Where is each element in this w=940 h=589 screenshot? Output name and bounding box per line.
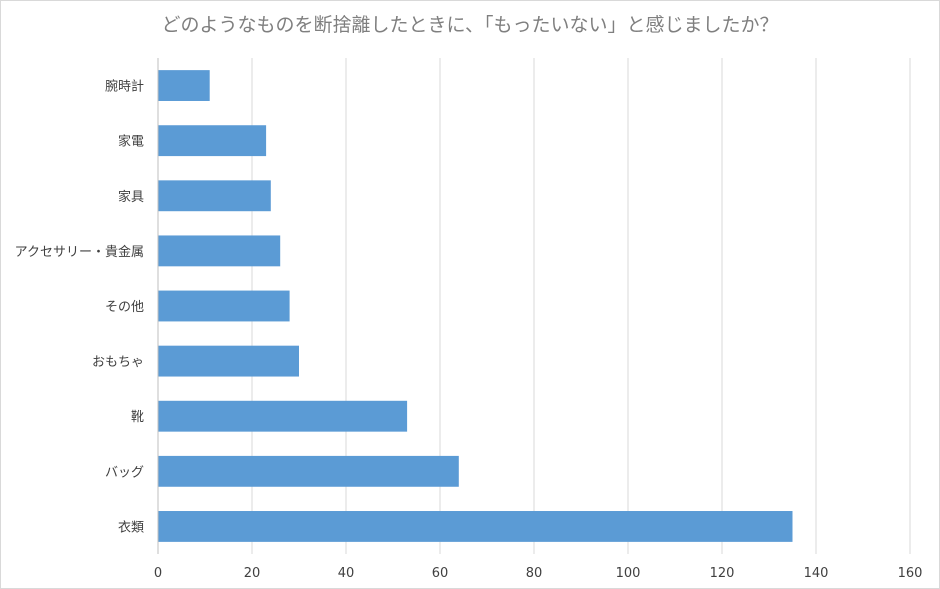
bar [158, 455, 459, 487]
bar [158, 235, 281, 267]
x-tick-label: 0 [154, 566, 162, 581]
category-label: 靴 [131, 410, 144, 425]
bar [158, 70, 210, 101]
x-tick-label: 40 [338, 566, 355, 581]
chart-title: どのようなものを断捨離したときに、「もったいない」と感じましたか？ [161, 14, 779, 36]
x-tick-label: 120 [710, 566, 735, 581]
category-label: アクセサリー・貴金属 [15, 244, 144, 260]
bar [158, 345, 299, 377]
category-label: 衣類 [118, 519, 144, 535]
bar [158, 180, 271, 212]
category-label: 家電 [118, 134, 144, 150]
category-label: バッグ [105, 465, 144, 480]
x-tick-label: 140 [804, 566, 829, 581]
category-label: 家具 [118, 189, 144, 205]
bar [158, 511, 793, 542]
category-label: 腕時計 [105, 79, 144, 95]
bar [158, 290, 290, 322]
bar [158, 125, 267, 157]
x-tick-labels: 0 20 40 60 80 100 120 140 160 [154, 566, 923, 581]
category-label: その他 [105, 300, 144, 315]
x-tick-label: 60 [432, 566, 449, 581]
bars [158, 70, 793, 542]
gridlines [251, 58, 911, 554]
category-label: おもちゃ [92, 355, 144, 370]
x-tick-label: 80 [526, 566, 543, 581]
x-tick-label: 20 [244, 566, 261, 581]
x-tick-label: 100 [616, 566, 641, 581]
x-tick-label: 160 [898, 566, 923, 581]
bar [158, 400, 408, 432]
